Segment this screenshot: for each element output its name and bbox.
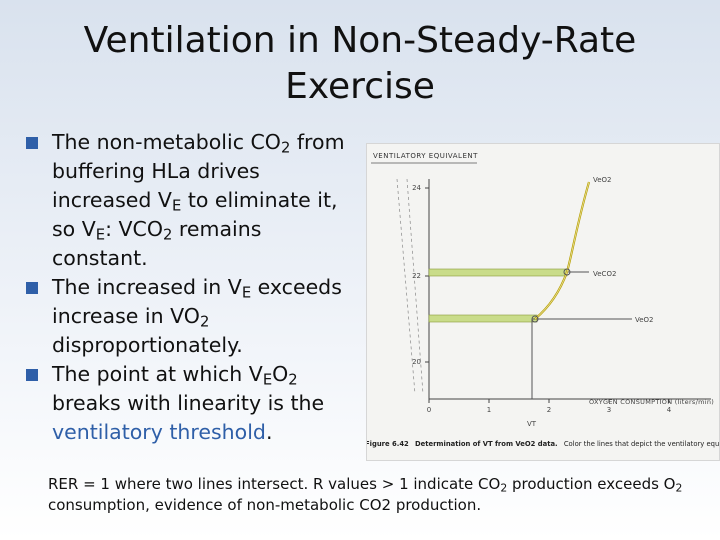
ventilatory-equivalent-figure: VENTILATORY EQUIVALENT 24 22 20 0 1 2 3 …	[365, 143, 720, 461]
bullet-item-3: The point at which VEO2 breaks with line…	[22, 360, 362, 447]
square-bullet-icon	[26, 137, 38, 149]
y-tick-label: 20	[412, 358, 421, 366]
threshold-point	[531, 315, 539, 323]
figure-graph: VENTILATORY EQUIVALENT 24 22 20 0 1 2 3 …	[365, 152, 720, 448]
y-tick-label: 22	[412, 272, 421, 280]
y-axis-title: VENTILATORY EQUIVALENT	[373, 152, 478, 160]
title-line-2: Exercise	[285, 66, 435, 107]
ve-o2-right-label: VeO2	[635, 316, 654, 324]
figure-caption: Figure 6.42 Determination of VT from VeO…	[367, 440, 719, 448]
x-axis-title: OXYGEN CONSUMPTION (liters/min)	[589, 398, 714, 406]
x-tick-label: 2	[547, 406, 551, 414]
x-tick-label: 0	[427, 406, 431, 414]
y-tick-label: 24	[412, 184, 421, 192]
slide-title: Ventilation in Non-Steady-Rate Exercise	[60, 18, 660, 110]
intersection-point	[563, 268, 571, 276]
square-bullet-icon	[26, 369, 38, 381]
title-line-1: Ventilation in Non-Steady-Rate	[83, 20, 637, 61]
footer-note: RER = 1 where two lines intersect. R val…	[48, 475, 683, 514]
ve-co2-label: VeCO2	[593, 270, 616, 278]
x-tick-label: 3	[607, 406, 611, 414]
ve-o2-curve	[534, 181, 591, 320]
ve-o2-highlight-band	[428, 314, 538, 323]
ve-o2-curve-inner	[534, 181, 590, 320]
bullet-item-2: The increased in VE exceeds increase in …	[22, 273, 362, 360]
ventilatory-threshold-term: ventilatory threshold	[52, 420, 266, 444]
ve-co2-highlight-band	[428, 268, 568, 277]
bullet-list: The non-metabolic CO2 from buffering HLa…	[22, 128, 362, 447]
ve-o2-label: VeO2	[593, 176, 612, 184]
x-tick-label: 4	[667, 406, 672, 414]
square-bullet-icon	[26, 282, 38, 294]
bullet-item-1: The non-metabolic CO2 from buffering HLa…	[22, 128, 362, 273]
vt-label: VT	[527, 420, 537, 428]
x-tick-label: 1	[487, 406, 491, 414]
